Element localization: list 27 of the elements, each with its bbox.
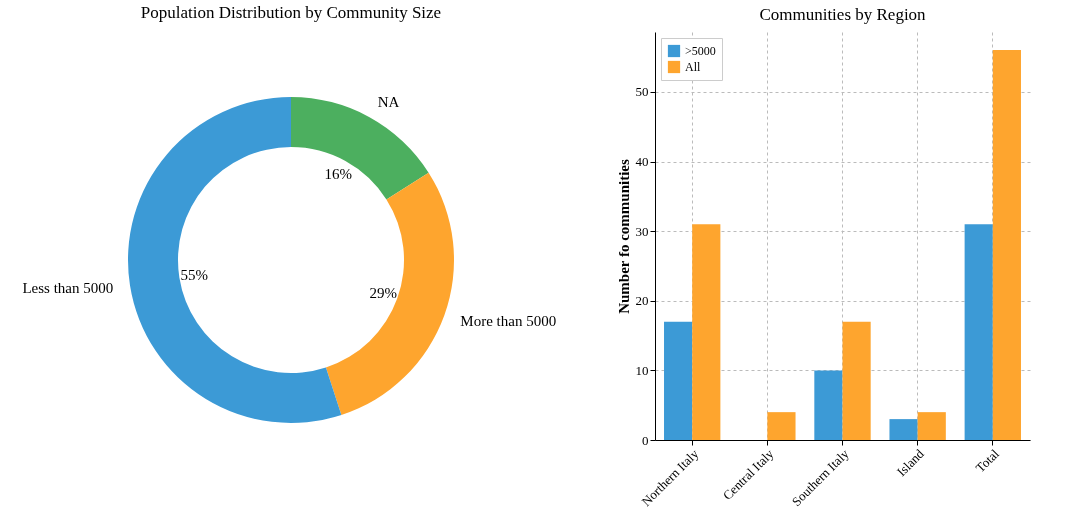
- y-tick-label: 20: [635, 293, 649, 309]
- slice-label: More than 5000: [460, 312, 557, 329]
- bar: [842, 321, 871, 440]
- bar: [692, 224, 721, 440]
- legend-label: All: [685, 60, 701, 74]
- y-tick-label: 0: [642, 432, 649, 448]
- bar: [814, 370, 843, 440]
- y-tick-label: 30: [635, 223, 649, 239]
- y-axis-title: Number fo communities: [615, 158, 632, 314]
- data-label: 16%: [324, 166, 352, 183]
- legend-label: >5000: [685, 44, 716, 58]
- bar: [664, 321, 693, 440]
- y-tick-label: 40: [635, 154, 649, 169]
- bar: [767, 412, 796, 440]
- chart-title: Population Distribution by Community Size: [140, 3, 442, 22]
- bar: [964, 224, 993, 440]
- bar: [992, 50, 1021, 440]
- bar: [917, 412, 946, 440]
- y-tick-label: 50: [635, 84, 649, 100]
- y-tick-label: 10: [635, 362, 649, 378]
- data-label: 55%: [180, 267, 208, 284]
- data-label: 29%: [369, 285, 397, 302]
- chart-title: Communities by Region: [759, 5, 927, 24]
- bar: [889, 419, 918, 440]
- donut-slice: [291, 97, 429, 200]
- slice-label: Less than 5000: [22, 280, 114, 297]
- slice-label: NA: [377, 94, 400, 111]
